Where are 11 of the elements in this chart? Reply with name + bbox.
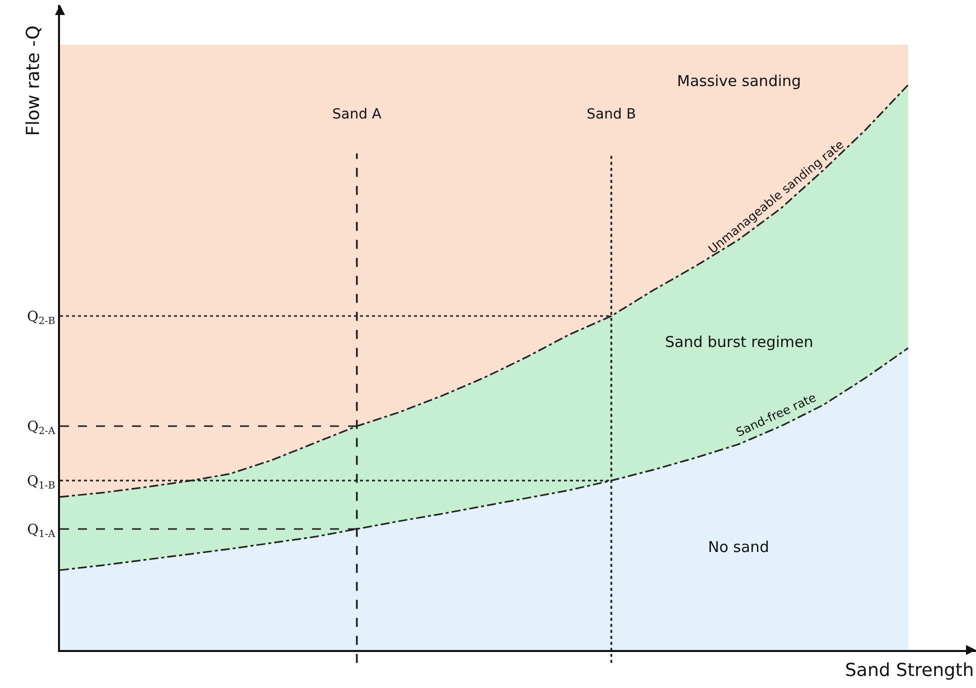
annotation: No sand (708, 538, 770, 556)
ref-line-label: Q$_{2-B}$ (26, 308, 56, 327)
y-axis-title: Flow rate -Q (23, 25, 44, 136)
ref-line-label: Q$_{1-B}$ (26, 473, 56, 492)
annotation: Sand burst regimen (665, 333, 814, 351)
ref-line-label: Q$_{2-A}$ (27, 419, 56, 437)
ref-line-label: Q$_{1-A}$ (27, 522, 56, 540)
x-axis-title: Sand Strength (845, 660, 974, 681)
x-tick-label: Sand B (586, 106, 636, 122)
annotation: Massive sanding (677, 72, 802, 90)
x-tick-label: Sand A (332, 106, 382, 122)
